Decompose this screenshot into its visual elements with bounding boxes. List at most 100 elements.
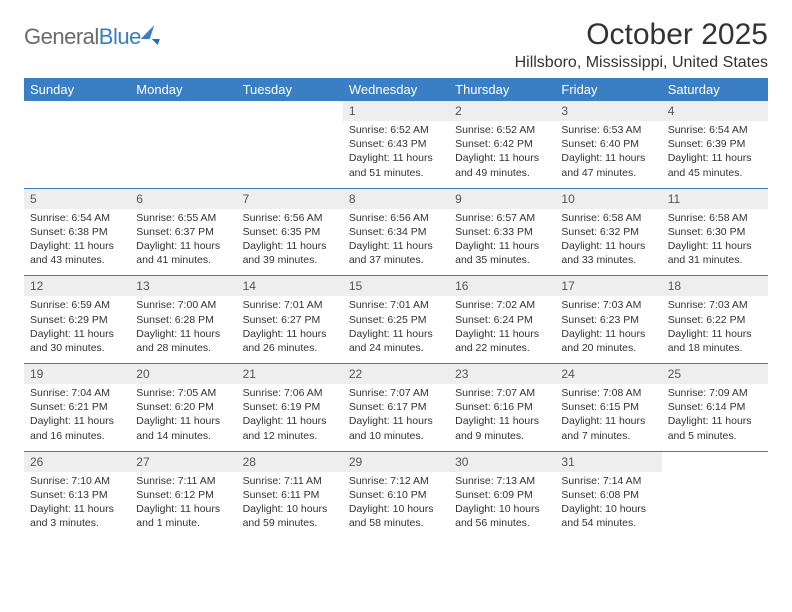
sunrise-text: Sunrise: 7:11 AM [243, 474, 337, 488]
sunset-text: Sunset: 6:23 PM [561, 313, 655, 327]
calendar-table: SundayMondayTuesdayWednesdayThursdayFrid… [24, 78, 768, 538]
sunrise-text: Sunrise: 7:07 AM [455, 386, 549, 400]
sunrise-text: Sunrise: 6:56 AM [243, 211, 337, 225]
sunset-text: Sunset: 6:15 PM [561, 400, 655, 414]
sunrise-text: Sunrise: 6:58 AM [668, 211, 762, 225]
sunrise-text: Sunrise: 7:03 AM [668, 298, 762, 312]
daylight-text: Daylight: 11 hours and 43 minutes. [30, 239, 124, 267]
sunset-text: Sunset: 6:12 PM [136, 488, 230, 502]
daylight-text: Daylight: 11 hours and 3 minutes. [30, 502, 124, 530]
logo-text-gray: General [24, 24, 99, 49]
day-header-cell: Saturday [662, 78, 768, 101]
day-number-cell: 30 [449, 452, 555, 472]
sunset-text: Sunset: 6:17 PM [349, 400, 443, 414]
day-number-cell: 18 [662, 276, 768, 296]
daylight-text: Daylight: 11 hours and 35 minutes. [455, 239, 549, 267]
sunrise-text: Sunrise: 6:54 AM [668, 123, 762, 137]
sunrise-text: Sunrise: 6:54 AM [30, 211, 124, 225]
logo: GeneralBlue [24, 18, 152, 50]
month-title: October 2025 [515, 18, 768, 52]
daylight-text: Daylight: 11 hours and 33 minutes. [561, 239, 655, 267]
day-header-cell: Monday [130, 78, 236, 101]
day-number-cell: 7 [237, 189, 343, 209]
day-number-cell [237, 101, 343, 121]
daylight-text: Daylight: 11 hours and 7 minutes. [561, 414, 655, 442]
day-detail-cell: Sunrise: 6:58 AMSunset: 6:30 PMDaylight:… [662, 209, 768, 276]
day-detail-row: Sunrise: 7:04 AMSunset: 6:21 PMDaylight:… [24, 384, 768, 451]
sunrise-text: Sunrise: 6:52 AM [455, 123, 549, 137]
calendar-page: GeneralBlue October 2025 Hillsboro, Miss… [0, 0, 792, 548]
day-detail-cell: Sunrise: 7:01 AMSunset: 6:25 PMDaylight:… [343, 296, 449, 363]
sunset-text: Sunset: 6:43 PM [349, 137, 443, 151]
day-number-cell: 23 [449, 364, 555, 384]
sunset-text: Sunset: 6:29 PM [30, 313, 124, 327]
daylight-text: Daylight: 11 hours and 49 minutes. [455, 151, 549, 179]
sunrise-text: Sunrise: 7:01 AM [349, 298, 443, 312]
day-detail-cell [24, 121, 130, 188]
title-block: October 2025 Hillsboro, Mississippi, Uni… [515, 18, 768, 72]
sunrise-text: Sunrise: 7:13 AM [455, 474, 549, 488]
sunrise-text: Sunrise: 7:02 AM [455, 298, 549, 312]
day-detail-cell: Sunrise: 7:01 AMSunset: 6:27 PMDaylight:… [237, 296, 343, 363]
sunset-text: Sunset: 6:25 PM [349, 313, 443, 327]
daylight-text: Daylight: 11 hours and 12 minutes. [243, 414, 337, 442]
sunrise-text: Sunrise: 7:12 AM [349, 474, 443, 488]
day-detail-cell: Sunrise: 6:56 AMSunset: 6:34 PMDaylight:… [343, 209, 449, 276]
day-number-cell: 5 [24, 189, 130, 209]
daylight-text: Daylight: 11 hours and 10 minutes. [349, 414, 443, 442]
daylight-text: Daylight: 11 hours and 5 minutes. [668, 414, 762, 442]
day-detail-cell: Sunrise: 7:03 AMSunset: 6:23 PMDaylight:… [555, 296, 661, 363]
day-number-cell: 3 [555, 101, 661, 121]
sunset-text: Sunset: 6:27 PM [243, 313, 337, 327]
day-number-row: 567891011 [24, 189, 768, 209]
sunset-text: Sunset: 6:16 PM [455, 400, 549, 414]
daylight-text: Daylight: 11 hours and 39 minutes. [243, 239, 337, 267]
logo-text-blue: Blue [99, 24, 141, 49]
daylight-text: Daylight: 11 hours and 30 minutes. [30, 327, 124, 355]
sunset-text: Sunset: 6:34 PM [349, 225, 443, 239]
sunrise-text: Sunrise: 6:56 AM [349, 211, 443, 225]
sunset-text: Sunset: 6:40 PM [561, 137, 655, 151]
day-header-cell: Thursday [449, 78, 555, 101]
daylight-text: Daylight: 11 hours and 1 minute. [136, 502, 230, 530]
sunset-text: Sunset: 6:42 PM [455, 137, 549, 151]
day-detail-row: Sunrise: 7:10 AMSunset: 6:13 PMDaylight:… [24, 472, 768, 539]
sunset-text: Sunset: 6:28 PM [136, 313, 230, 327]
daylight-text: Daylight: 11 hours and 16 minutes. [30, 414, 124, 442]
sunset-text: Sunset: 6:13 PM [30, 488, 124, 502]
day-number-cell: 31 [555, 452, 661, 472]
sunrise-text: Sunrise: 7:03 AM [561, 298, 655, 312]
day-detail-cell: Sunrise: 7:05 AMSunset: 6:20 PMDaylight:… [130, 384, 236, 451]
sunrise-text: Sunrise: 7:05 AM [136, 386, 230, 400]
sunrise-text: Sunrise: 7:14 AM [561, 474, 655, 488]
day-detail-cell: Sunrise: 6:53 AMSunset: 6:40 PMDaylight:… [555, 121, 661, 188]
daylight-text: Daylight: 10 hours and 56 minutes. [455, 502, 549, 530]
day-number-cell: 12 [24, 276, 130, 296]
day-number-cell [662, 452, 768, 472]
sunrise-text: Sunrise: 7:06 AM [243, 386, 337, 400]
daylight-text: Daylight: 11 hours and 31 minutes. [668, 239, 762, 267]
day-header-cell: Tuesday [237, 78, 343, 101]
day-detail-cell [237, 121, 343, 188]
sunrise-text: Sunrise: 6:57 AM [455, 211, 549, 225]
day-detail-cell: Sunrise: 7:11 AMSunset: 6:12 PMDaylight:… [130, 472, 236, 539]
sunset-text: Sunset: 6:11 PM [243, 488, 337, 502]
day-number-cell: 15 [343, 276, 449, 296]
daylight-text: Daylight: 11 hours and 20 minutes. [561, 327, 655, 355]
daylight-text: Daylight: 11 hours and 26 minutes. [243, 327, 337, 355]
day-number-cell: 22 [343, 364, 449, 384]
daylight-text: Daylight: 10 hours and 58 minutes. [349, 502, 443, 530]
day-number-cell: 16 [449, 276, 555, 296]
day-number-cell: 11 [662, 189, 768, 209]
day-detail-cell: Sunrise: 7:04 AMSunset: 6:21 PMDaylight:… [24, 384, 130, 451]
day-detail-cell [662, 472, 768, 539]
sunrise-text: Sunrise: 7:08 AM [561, 386, 655, 400]
day-number-cell: 25 [662, 364, 768, 384]
daylight-text: Daylight: 11 hours and 28 minutes. [136, 327, 230, 355]
sunset-text: Sunset: 6:08 PM [561, 488, 655, 502]
sunset-text: Sunset: 6:20 PM [136, 400, 230, 414]
day-number-cell: 14 [237, 276, 343, 296]
day-detail-cell: Sunrise: 6:54 AMSunset: 6:39 PMDaylight:… [662, 121, 768, 188]
location-label: Hillsboro, Mississippi, United States [515, 54, 768, 72]
day-number-cell: 21 [237, 364, 343, 384]
